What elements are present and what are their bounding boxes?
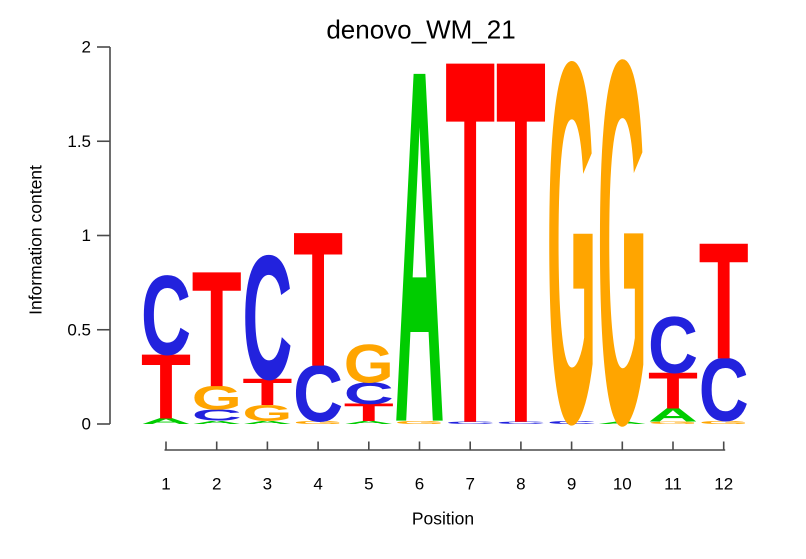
logo-letter-A: A xyxy=(648,405,698,426)
logo-letter-A: A xyxy=(141,417,191,426)
logo-letter-C: C xyxy=(445,421,495,425)
logo-letter-G: G xyxy=(344,334,394,395)
logo-letter-T: T xyxy=(242,371,292,414)
logo-letter-T: T xyxy=(293,191,343,407)
logo-letter-C: C xyxy=(192,406,242,424)
logo-letter-G: G xyxy=(192,379,242,417)
logo-letter-A: A xyxy=(192,420,242,425)
x-tick-label: 3 xyxy=(263,475,272,494)
logo-letter-C: C xyxy=(242,219,292,417)
logo-letter-A: A xyxy=(597,421,647,425)
logo-letter-T: T xyxy=(648,362,698,420)
x-tick-label: 6 xyxy=(415,475,424,494)
x-tick-label: 1 xyxy=(161,475,170,494)
logo-letter-T: T xyxy=(192,236,242,421)
y-tick-label: 0 xyxy=(82,415,91,434)
logo-letter-C: C xyxy=(648,301,698,391)
logo-letter-G: G xyxy=(293,420,343,425)
logo-letter-T: T xyxy=(141,336,191,439)
x-tick-label: 4 xyxy=(313,475,322,494)
x-tick-label: 12 xyxy=(714,475,733,494)
x-tick-label: 7 xyxy=(465,475,474,494)
logo-letter-T: T xyxy=(344,399,394,426)
logo-letter-C: C xyxy=(141,251,191,378)
logo-letter-T: T xyxy=(445,0,495,533)
logo-letter-T: T xyxy=(699,209,749,395)
logo-letter-C: C xyxy=(293,349,343,439)
y-tick-label: 1 xyxy=(82,226,91,245)
y-tick-label: 0.5 xyxy=(67,320,91,339)
logo-letter-G: G xyxy=(648,421,698,425)
y-tick-label: 1.5 xyxy=(67,132,91,151)
x-tick-label: 8 xyxy=(516,475,525,494)
x-tick-label: 11 xyxy=(664,475,682,494)
logo-letter-C: C xyxy=(547,420,597,425)
logo-letter-T: T xyxy=(496,0,546,533)
logo-letter-G: G xyxy=(547,0,597,530)
x-tick-label: 9 xyxy=(567,475,576,494)
logo-letter-C: C xyxy=(344,376,394,411)
chart-title: denovo_WM_21 xyxy=(326,14,516,45)
logo-letter-C: C xyxy=(496,421,546,425)
x-tick-label: 5 xyxy=(364,475,373,494)
logo-letter-A: A xyxy=(242,420,292,425)
x-tick-label: 2 xyxy=(212,475,221,494)
logo-letter-G: G xyxy=(242,400,292,426)
x-axis-label: Position xyxy=(411,508,475,529)
logo-letter-G: G xyxy=(395,420,445,425)
logo-letter-A: A xyxy=(395,0,445,527)
logo-letter-A: A xyxy=(344,420,394,425)
y-axis-label: Information content xyxy=(25,165,46,315)
x-tick-label: 10 xyxy=(613,475,632,494)
logo-letter-C: C xyxy=(699,340,749,440)
y-tick-label: 2 xyxy=(82,38,91,57)
logo-letter-G: G xyxy=(699,420,749,425)
logo-letter-G: G xyxy=(597,0,647,533)
